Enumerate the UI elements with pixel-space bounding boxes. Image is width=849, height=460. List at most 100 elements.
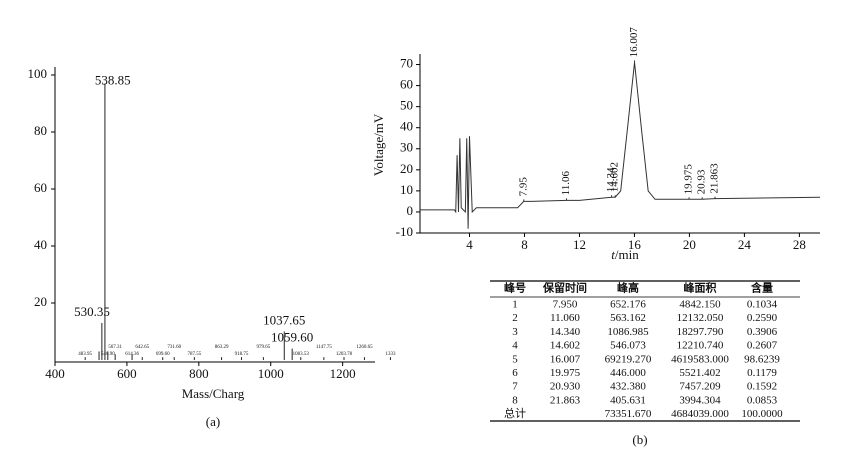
table-total: 100.0000	[741, 408, 783, 420]
table-cell: 563.162	[610, 312, 646, 324]
table-cell: 3994.304	[679, 394, 721, 406]
y-tick-label: 30	[400, 140, 413, 155]
table-cell: 7457.209	[679, 381, 721, 393]
peak-label: 642.65	[135, 345, 149, 350]
table-cell: 7.950	[553, 299, 578, 311]
x-tick-label: 800	[189, 366, 209, 381]
peak-label: 1147.75	[316, 345, 333, 350]
peak-label: 731.60	[167, 345, 181, 350]
table-cell: 18297.790	[677, 326, 724, 338]
table-cell: 432.380	[610, 381, 646, 393]
peak-label: 787.55	[187, 352, 201, 357]
peak-label: 614.36	[125, 352, 139, 357]
table-cell: 652.176	[610, 299, 646, 311]
peak-label: 918.75	[235, 352, 249, 357]
y-tick-label: 20	[400, 161, 413, 176]
table-cell: 98.6239	[744, 353, 780, 365]
table-cell: 1	[512, 299, 518, 311]
table-cell: 1086.985	[607, 326, 649, 338]
table-header: 峰面积	[684, 281, 717, 295]
table-cell: 0.2590	[747, 312, 778, 324]
table-cell: 5521.402	[679, 367, 720, 379]
y-tick-label: -10	[396, 224, 413, 239]
table-cell: 3	[512, 326, 518, 338]
table-cell: 69219.270	[605, 353, 652, 365]
y-tick-label: 60	[400, 77, 413, 92]
y-tick-label: 100	[28, 66, 48, 81]
table-total: 总计	[504, 406, 526, 420]
peak-label: 1037.65	[263, 312, 305, 327]
peak-label: 538.85	[95, 73, 131, 88]
peak-label: 1203.78	[336, 352, 353, 357]
y-axis-label: Voltage/mV	[371, 113, 386, 176]
peak-label: 11.06	[560, 171, 572, 196]
caption: (b)	[632, 432, 647, 447]
table-cell: 16.007	[550, 353, 581, 365]
x-tick-label: 1200	[330, 366, 356, 381]
y-tick-label: 70	[400, 56, 413, 71]
peak-label: 21.863	[709, 163, 721, 194]
x-tick-label: 4	[466, 237, 473, 252]
peak-label: 567.31	[108, 345, 122, 350]
table-cell: 14.602	[550, 340, 580, 352]
table-cell: 12210.740	[677, 340, 724, 352]
x-tick-label: 1000	[258, 366, 284, 381]
x-tick-label: 8	[521, 237, 528, 252]
x-tick-label: 400	[45, 366, 65, 381]
peak-label: 14.34	[605, 167, 617, 192]
table-cell: 446.000	[610, 367, 646, 379]
peak-label: 483.95	[78, 352, 92, 357]
y-tick-label: 40	[34, 237, 47, 252]
table-cell: 5	[512, 353, 518, 365]
table-total: 4684039.000	[671, 408, 729, 420]
x-axis-var: t	[611, 247, 615, 262]
peak-label: 19.975	[683, 164, 695, 195]
peak-label: 1333	[385, 352, 396, 357]
x-axis-label: Mass/Charg	[182, 386, 245, 401]
table-cell: 0.1179	[747, 367, 777, 379]
table-cell: 2	[512, 312, 518, 324]
table-cell: 6	[512, 367, 518, 379]
x-tick-label: 28	[793, 237, 806, 252]
signal-line	[420, 62, 821, 229]
peak-label: 7.95	[517, 177, 529, 197]
table-cell: 0.3906	[747, 326, 778, 338]
table-cell: 21.863	[550, 394, 581, 406]
x-tick-label: 12	[573, 237, 586, 252]
table: 峰号 保留时间 峰高 峰面积 含量 1 7.950 652.176 4842.150 0.1034…	[504, 281, 783, 421]
table-cell: 8	[512, 394, 518, 406]
y-tick-label: 50	[400, 98, 413, 113]
y-tick-label: 60	[34, 180, 47, 195]
y-tick-label: 40	[400, 119, 413, 134]
table-cell: 11.060	[550, 312, 580, 324]
table-header: 峰号	[504, 281, 526, 295]
y-tick-label: 80	[34, 123, 47, 138]
y-tick-label: 20	[34, 294, 47, 309]
table-cell: 546.073	[610, 340, 646, 352]
y-tick-label: 0	[407, 203, 414, 218]
table-cell: 14.340	[550, 326, 581, 338]
peak-label: 20.93	[696, 169, 708, 194]
table-cell: 4842.150	[679, 299, 721, 311]
x-axis-unit: /min	[615, 247, 639, 262]
table-cell: 4619583.000	[671, 353, 729, 365]
peak-label: 699.60	[156, 352, 170, 357]
x-tick-label: 16	[628, 237, 642, 252]
table-header: 含量	[750, 281, 773, 295]
peak-label: 546.90	[101, 352, 115, 357]
table-cell: 405.631	[610, 394, 646, 406]
table-cell: 0.0853	[747, 394, 778, 406]
caption: (a)	[206, 414, 220, 429]
table-cell: 0.1592	[747, 381, 777, 393]
x-tick-label: 24	[738, 237, 752, 252]
table-cell: 0.2607	[747, 340, 778, 352]
peak-label: 14.602	[609, 162, 621, 192]
peak-label: 530.35	[74, 304, 110, 319]
table-header: 峰高	[617, 281, 639, 295]
peak-label: 1260.65	[356, 345, 373, 350]
x-tick-label: 20	[683, 237, 696, 252]
y-tick-label: 10	[400, 182, 413, 197]
x-axis-label: t/min	[611, 247, 639, 262]
table-cell: 4	[512, 340, 518, 352]
